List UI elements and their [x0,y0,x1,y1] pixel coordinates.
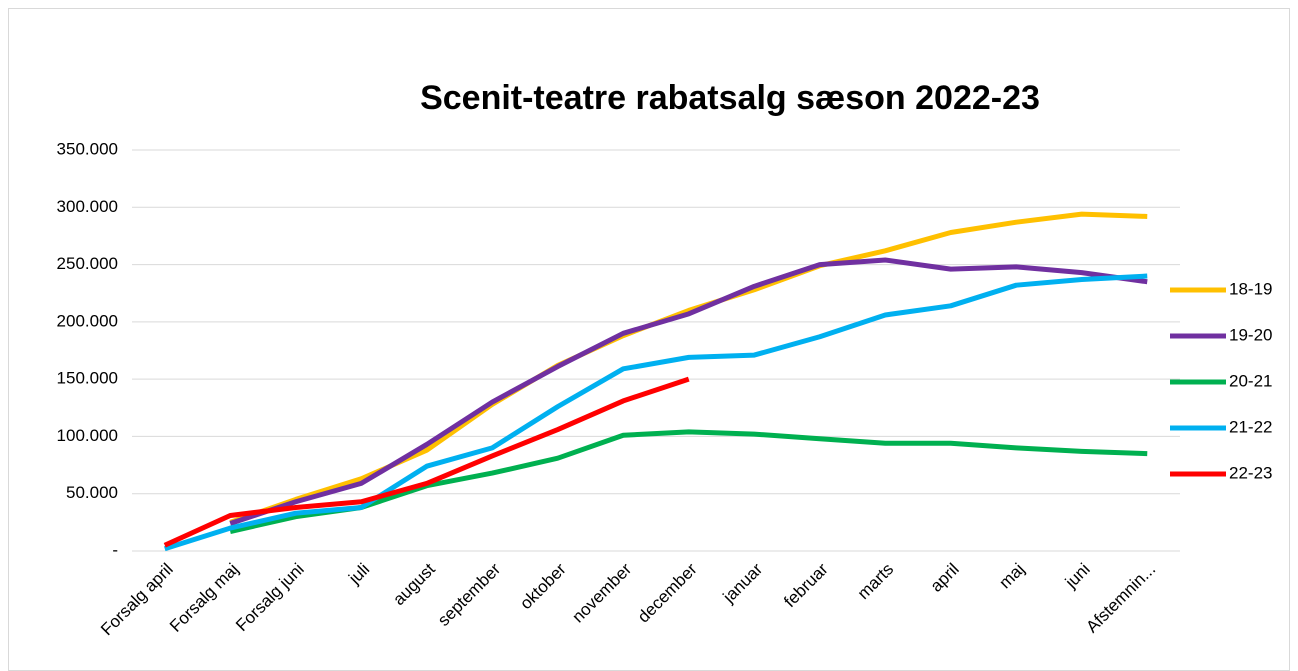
y-tick-label: 150.000 [57,369,118,388]
y-tick-label: 250.000 [57,254,118,273]
chart-title: Scenit-teatre rabatsalg sæson 2022-23 [420,79,1040,117]
legend-label: 18-19 [1229,279,1272,298]
legend-label: 19-20 [1229,325,1272,344]
series-line [163,376,690,548]
y-tick-label: 100.000 [57,426,118,445]
series-line [229,257,1148,526]
series-line [163,273,1148,552]
legend-label: 22-23 [1229,463,1272,482]
y-tick-label: 200.000 [57,311,118,330]
y-tick-label: 50.000 [66,483,118,502]
series-line [229,429,1148,534]
chart-frame [8,8,1290,671]
y-tick-label: 300.000 [57,197,118,216]
y-tick-label: 350.000 [57,139,118,158]
legend-label: 20-21 [1229,371,1272,390]
y-tick-label: - [112,540,118,559]
legend-label: 21-22 [1229,417,1272,436]
